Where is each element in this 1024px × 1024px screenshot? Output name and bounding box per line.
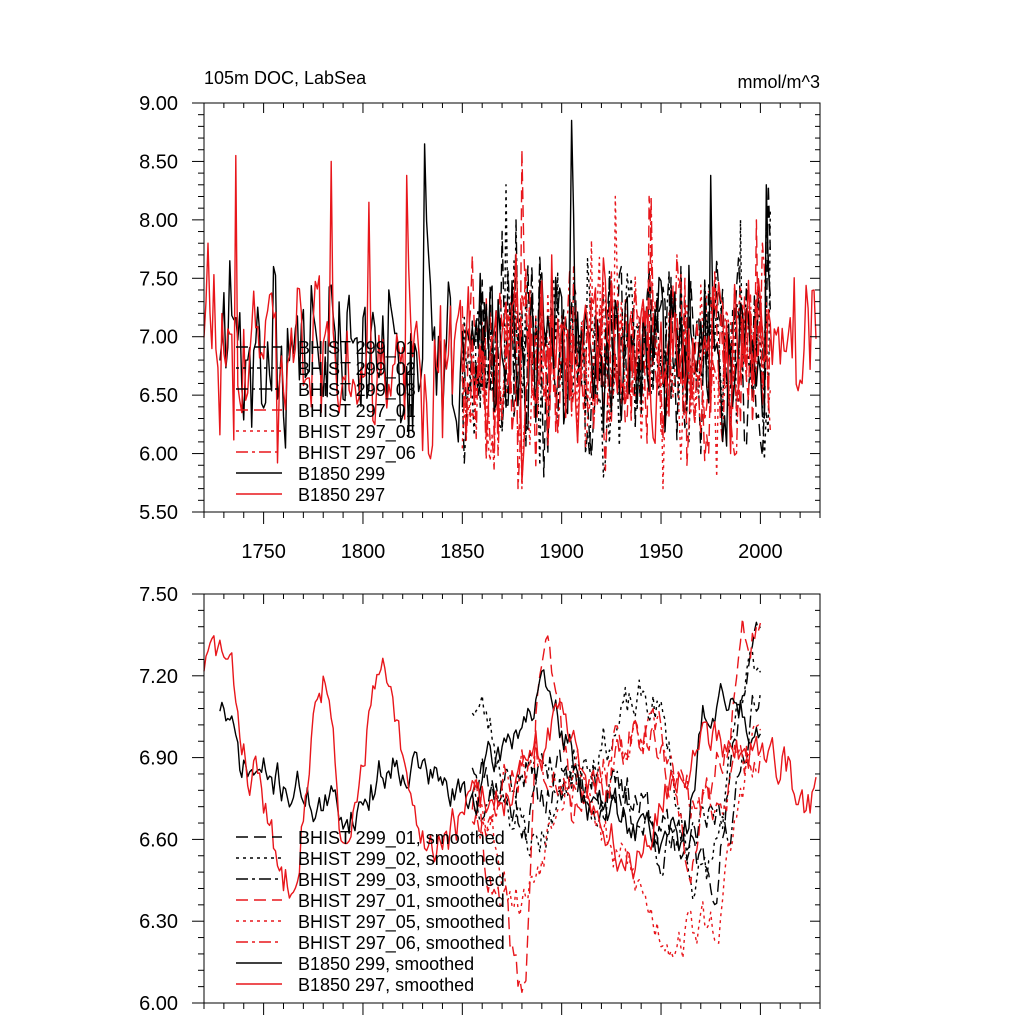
y-tick-label: 7.20 (139, 666, 178, 688)
y-tick-label: 7.50 (139, 584, 178, 606)
y-tick-label: 6.30 (139, 911, 178, 933)
y-tick-label: 6.00 (139, 993, 178, 1015)
y-tick-label: 7.00 (139, 327, 178, 349)
y-tick-label: 6.50 (139, 385, 178, 407)
series-line-bhist-297-06-smoothed (471, 708, 762, 839)
legend-label-bhist-297-05: BHIST 297_05 (298, 422, 416, 443)
legend-label-bhist-299-02: BHIST 299_02 (298, 359, 416, 380)
top-chart-title: 105m DOC, LabSea (204, 68, 367, 88)
legend-label-bhist-297-06: BHIST 297_06 (298, 443, 416, 464)
bottom-y-tick-labels: 6.00 6.30 6.60 6.90 7.20 7.50 (139, 584, 178, 1015)
y-tick-label: 8.50 (139, 151, 178, 173)
legend-label-bhist-299-03-smoothed: BHIST 299_03, smoothed (298, 870, 505, 891)
legend-label-bhist-297-06-smoothed: BHIST 297_06, smoothed (298, 933, 505, 954)
top-x-tick-labels: 1750 1800 1850 1900 1950 2000 (241, 541, 782, 563)
series-line-bhist-297-01-smoothed (471, 617, 762, 993)
series-line-b1850-297-smoothed (203, 635, 817, 899)
y-tick-label: 6.90 (139, 748, 178, 770)
x-tick-label: 1850 (440, 541, 485, 563)
y-tick-label: 8.00 (139, 210, 178, 232)
y-tick-label: 9.00 (139, 93, 178, 115)
y-tick-label: 6.00 (139, 444, 178, 466)
top-chart-units: mmol/m^3 (738, 72, 820, 92)
series-line-bhist-299-02 (461, 184, 771, 478)
legend-label-bhist-297-01-smoothed: BHIST 297_01, smoothed (298, 891, 505, 912)
bottom-plot-frame (203, 593, 821, 1004)
series-line-bhist-297-05 (461, 195, 771, 490)
legend-label-b1850-297-smoothed: B1850 297, smoothed (298, 975, 474, 995)
legend-label-b1850-297: B1850 297 (298, 485, 385, 505)
x-tick-label: 1750 (241, 541, 286, 563)
series-line-bhist-299-02-smoothed (471, 649, 762, 901)
legend-label-bhist-299-01: BHIST 299_01 (298, 338, 416, 359)
bottom-axis-ticks (192, 593, 821, 1015)
legend-label-bhist-297-05-smoothed: BHIST 297_05, smoothed (298, 912, 505, 933)
legend-label-bhist-299-01-smoothed: BHIST 299_01, smoothed (298, 828, 505, 849)
series-line-b1850-297 (203, 154, 817, 484)
legend-label-b1850-299: B1850 299 (298, 464, 385, 484)
top-plot-frame (203, 102, 821, 513)
legend-label-b1850-299-smoothed: B1850 299, smoothed (298, 954, 474, 974)
series-line-b1850-299-smoothed (219, 669, 762, 854)
legend-label-bhist-297-01: BHIST 297_01 (298, 401, 416, 422)
series-line-b1850-299 (219, 119, 771, 449)
series-line-bhist-297-06 (461, 195, 771, 490)
top-y-tick-labels: 5.50 6.00 6.50 7.00 7.50 8.00 8.50 9.00 (139, 93, 178, 524)
legend-label-bhist-299-03: BHIST 299_03 (298, 380, 416, 401)
top-series-group (203, 119, 817, 490)
series-line-bhist-297-05-smoothed (471, 723, 762, 959)
series-line-bhist-299-03-smoothed (471, 692, 762, 878)
x-tick-label: 2000 (738, 541, 783, 563)
y-tick-label: 6.60 (139, 829, 178, 851)
x-tick-label: 1950 (639, 541, 684, 563)
top-axis-ticks (192, 102, 821, 524)
x-tick-label: 1900 (539, 541, 584, 563)
bottom-series-group (203, 617, 817, 993)
legend-label-bhist-299-02-smoothed: BHIST 299_02, smoothed (298, 849, 505, 870)
x-tick-label: 1800 (341, 541, 386, 563)
y-tick-label: 5.50 (139, 502, 178, 524)
y-tick-label: 7.50 (139, 268, 178, 290)
